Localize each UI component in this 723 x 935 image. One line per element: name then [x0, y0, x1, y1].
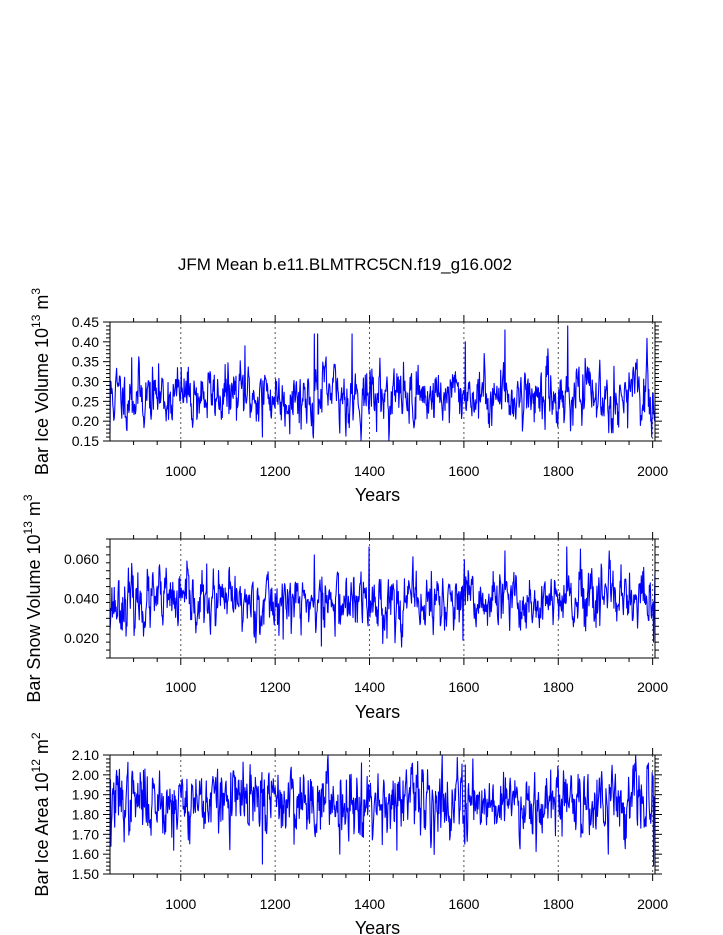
x-tick-label: 2000	[637, 896, 668, 912]
x-tick-label: 2000	[637, 679, 668, 695]
panel-ice-area: 1000 1200 1400 1600 1800 2000 1.50 1.60 1.70 1.80…	[29, 732, 668, 935]
x-axis-title: Years	[355, 918, 400, 935]
y-tick-label: 0.30	[72, 374, 99, 390]
y-tick-label: 1.60	[72, 846, 99, 862]
chart-title: JFM Mean b.e11.BLMTRC5CN.f19_g16.002	[178, 255, 512, 274]
y-axis-title: Bar Snow Volume 1013 m3	[21, 494, 44, 702]
y-tick-label: 1.70	[72, 826, 99, 842]
plot-frame	[109, 538, 656, 659]
x-tick-label: 1800	[543, 679, 574, 695]
x-tick-label: 1600	[448, 896, 479, 912]
x-tick-label: 1000	[165, 896, 196, 912]
x-tick-label: 1600	[448, 463, 479, 479]
x-tick-label: 1400	[354, 463, 385, 479]
x-tick-label: 1200	[260, 896, 291, 912]
y-tick-label: 0.45	[72, 314, 99, 330]
x-tick-label: 1000	[165, 463, 196, 479]
y-tick-label: 0.020	[64, 630, 99, 646]
x-tick-label: 1200	[260, 463, 291, 479]
y-tick-label: 0.060	[64, 551, 99, 567]
x-tick-label: 1400	[354, 896, 385, 912]
y-tick-label: 0.040	[64, 591, 99, 607]
y-tick-label: 0.25	[72, 393, 99, 409]
x-tick-label: 1800	[543, 896, 574, 912]
x-tick-label: 2000	[637, 463, 668, 479]
y-tick-label: 0.20	[72, 413, 99, 429]
x-axis-title: Years	[355, 485, 400, 505]
x-tick-label: 1800	[543, 463, 574, 479]
y-tick-label: 0.35	[72, 354, 99, 370]
x-tick-label: 1600	[448, 679, 479, 695]
y-tick-label: 2.00	[72, 767, 99, 783]
y-tick-label: 0.15	[72, 433, 99, 449]
y-tick-label: 0.40	[72, 334, 99, 350]
y-axis-title: Bar Ice Volume 1013 m3	[29, 288, 52, 475]
y-tick-label: 2.10	[72, 747, 99, 763]
y-tick-label: 1.90	[72, 787, 99, 803]
series-line	[109, 325, 656, 441]
series-line	[109, 546, 656, 648]
y-axis-title: Bar Ice Area 1012 m2	[29, 732, 52, 896]
panel-snow-volume: 1000 1200 1400 1600 1800 2000 0.020 0.040 0.060 Y…	[21, 494, 668, 722]
y-tick-label: 1.80	[72, 807, 99, 823]
x-tick-label: 1200	[260, 679, 291, 695]
y-tick-label: 1.50	[72, 866, 99, 882]
panel-ice-volume: 1000 1200 1400 1600 1800 2000 0.15 0.20 0.25 0.30…	[29, 288, 668, 505]
x-tick-label: 1400	[354, 679, 385, 695]
x-axis-title: Years	[355, 702, 400, 722]
plots-container: 1000 1200 1400 1600 1800 2000 0.15 0.20 0.25 0.30…	[21, 288, 668, 935]
series-line	[109, 755, 656, 867]
x-tick-label: 1000	[165, 679, 196, 695]
